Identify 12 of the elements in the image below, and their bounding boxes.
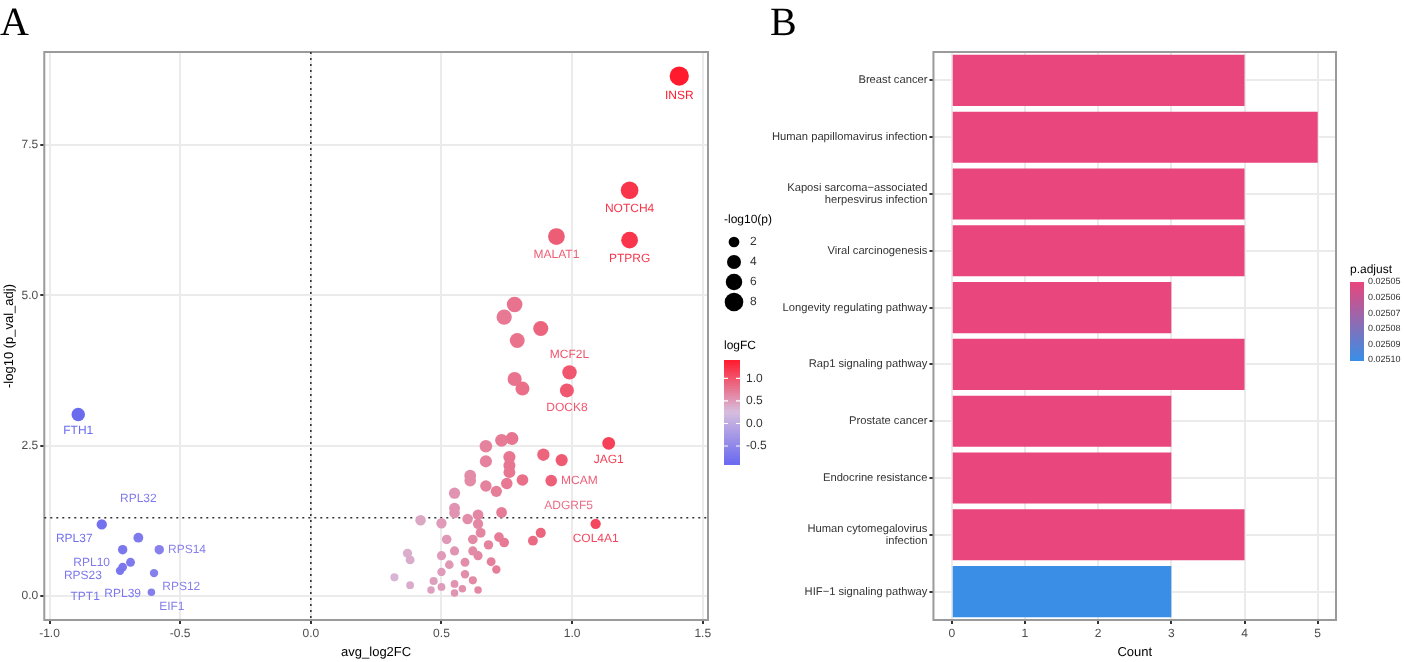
bar bbox=[952, 225, 1245, 277]
bar bbox=[952, 395, 1172, 447]
bar bbox=[952, 509, 1245, 561]
chart-title: B bbox=[770, 0, 797, 45]
bar bbox=[952, 54, 1245, 106]
chart-title: A bbox=[0, 0, 30, 45]
bar bbox=[952, 111, 1318, 163]
bar bbox=[952, 338, 1245, 390]
bar bbox=[952, 168, 1245, 220]
bar bbox=[952, 566, 1172, 618]
bar bbox=[952, 452, 1172, 504]
bar bbox=[952, 282, 1172, 334]
